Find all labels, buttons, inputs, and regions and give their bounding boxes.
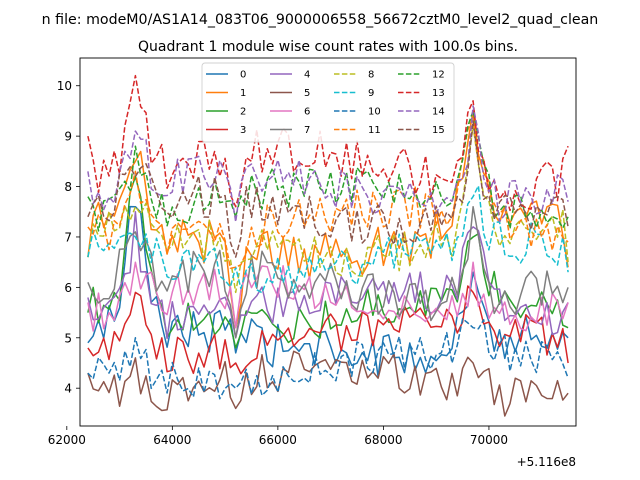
legend-label-10: 10 (368, 107, 381, 118)
series-line-14 (87, 105, 569, 223)
y-tick-label: 6 (64, 281, 72, 295)
y-axis: 4 5 6 7 8 9 10 (57, 79, 80, 396)
x-tick-label: 62000 (48, 433, 86, 447)
x-tick-label: 70000 (470, 433, 508, 447)
series-line-7 (87, 205, 569, 339)
y-tick-label: 4 (64, 382, 72, 396)
legend-label-4: 4 (304, 70, 310, 81)
x-axis: 62000 64000 66000 68000 70000 (48, 426, 508, 447)
x-tick-label: 64000 (153, 433, 191, 447)
legend-label-14: 14 (432, 107, 445, 118)
y-tick-label: 7 (64, 230, 72, 244)
series-line-10 (87, 318, 569, 400)
legend-label-6: 6 (304, 107, 310, 118)
series-line-12 (87, 110, 569, 232)
series-line-3 (87, 285, 569, 375)
chart-title: Quadrant 1 module wise count rates with … (138, 39, 518, 55)
legend-label-13: 13 (432, 88, 445, 99)
y-tick-label: 5 (64, 331, 72, 345)
legend-label-3: 3 (240, 125, 246, 136)
plot-frame (79, 57, 577, 427)
series-line-5 (87, 350, 569, 417)
series-lines (87, 74, 569, 417)
legend-label-1: 1 (240, 88, 246, 99)
legend-label-9: 9 (368, 88, 374, 99)
legend-label-12: 12 (432, 70, 445, 81)
y-tick-label: 8 (64, 180, 72, 194)
series-line-6 (87, 261, 569, 332)
series-line-9 (87, 185, 569, 294)
legend-label-2: 2 (240, 107, 246, 118)
legend-label-8: 8 (368, 70, 374, 81)
legend-label-5: 5 (304, 88, 310, 99)
x-tick-label: 68000 (364, 433, 402, 447)
x-tick-label: 66000 (259, 433, 297, 447)
legend-label-0: 0 (240, 70, 246, 81)
series-line-4 (87, 211, 569, 340)
series-line-13 (87, 74, 569, 212)
y-tick-label: 9 (64, 130, 72, 144)
legend-box (201, 62, 455, 143)
figure-suptitle: n file: modeM0/AS1A14_083T06_9000006558_… (42, 12, 599, 28)
legend-label-7: 7 (304, 125, 310, 136)
series-line-15 (87, 120, 569, 258)
y-tick-label: 10 (57, 79, 72, 93)
series-line-0 (87, 205, 569, 378)
legend-label-11: 11 (368, 125, 381, 136)
x-offset-label: +5.116e8 (517, 455, 576, 469)
legend-label-15: 15 (432, 125, 445, 136)
